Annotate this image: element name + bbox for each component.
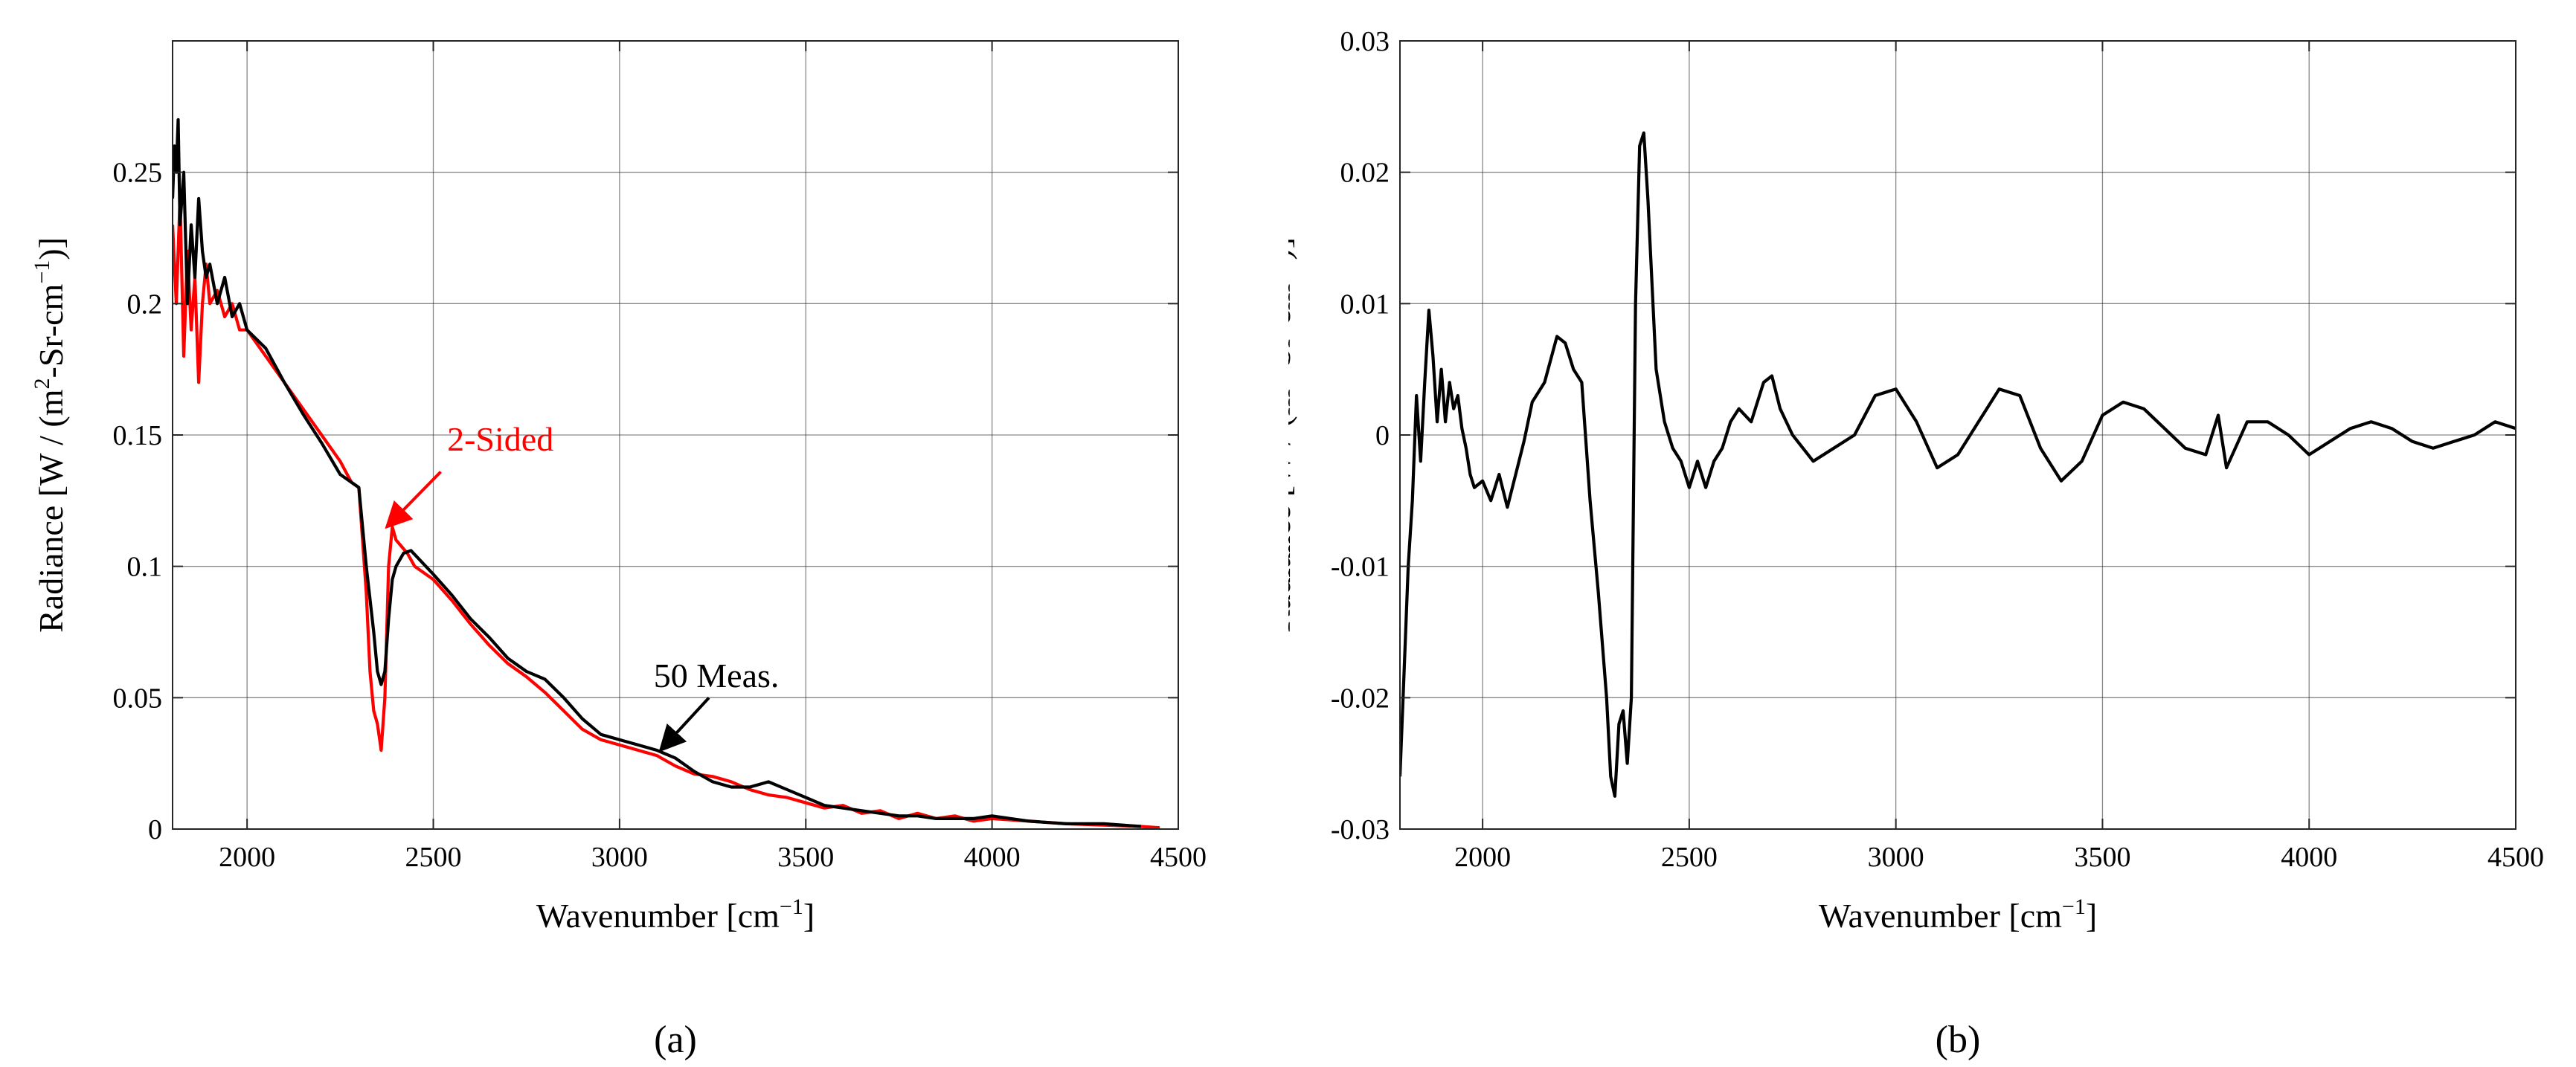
panel-label: (b) <box>1936 1019 1981 1061</box>
y-tick-label: 0 <box>1375 420 1390 451</box>
series-line-1 <box>173 117 1142 828</box>
annotation-label: 2-Sided <box>447 420 553 458</box>
y-tick-label: 0.05 <box>113 683 163 714</box>
y-tick-label: 0.03 <box>1340 26 1390 57</box>
chart-b: 2000 2500 3000 3500 4000 4500 -0.03 -0.02 -0.01 0… <box>1288 26 2544 1061</box>
y-axis-label: Radiance [W / (m2-Sr-cm−1)] <box>30 237 70 633</box>
panel-label: (a) <box>654 1019 697 1061</box>
annotation-arrow <box>385 471 442 529</box>
x-tick-label: 3000 <box>1868 842 1924 873</box>
x-axis-label: Wavenumber [cm−1] <box>1819 894 2097 935</box>
series-line-0 <box>1400 131 2516 798</box>
y-axis-label: Radiance [W / (m2-Sr-cm−1)] <box>1288 237 1297 633</box>
y-tick-label: 0.2 <box>127 288 163 320</box>
annotation-arrow <box>658 696 710 752</box>
x-tick-label: 2000 <box>219 842 275 873</box>
y-tick-label: -0.02 <box>1331 683 1390 714</box>
x-tick-label: 4000 <box>964 842 1021 873</box>
x-tick-label: 3000 <box>591 842 648 873</box>
chart-a: 2000 2500 3000 3500 4000 4500 0 0.05 0.1 0.15 0.2 0… <box>30 40 1207 1061</box>
x-tick-label: 3500 <box>777 842 834 873</box>
grid <box>1400 41 2516 829</box>
y-tick-label: 0.25 <box>113 158 163 189</box>
x-axis-label: Wavenumber [cm−1] <box>536 894 815 935</box>
y-tick-label: 0.15 <box>113 420 163 451</box>
y-tick-label: 0.1 <box>127 552 163 583</box>
x-tick-label: 4500 <box>1150 842 1207 873</box>
x-tick-label: 2000 <box>1454 842 1511 873</box>
x-tick-label: 2500 <box>1661 842 1718 873</box>
y-tick-label: -0.03 <box>1331 814 1390 845</box>
y-tick-label: 0.02 <box>1340 158 1390 189</box>
x-tick-label: 2500 <box>405 842 462 873</box>
x-tick-label: 3500 <box>2074 842 2130 873</box>
y-tick-label: -0.01 <box>1331 552 1390 583</box>
series-line-0 <box>173 196 1160 829</box>
annotation-label: 50 Meas. <box>654 657 780 694</box>
y-tick-label: 0 <box>148 814 162 845</box>
x-tick-label: 4000 <box>2281 842 2337 873</box>
y-tick-label: 0.01 <box>1340 288 1390 320</box>
x-tick-label: 4500 <box>2487 842 2544 873</box>
grid <box>173 41 1178 829</box>
